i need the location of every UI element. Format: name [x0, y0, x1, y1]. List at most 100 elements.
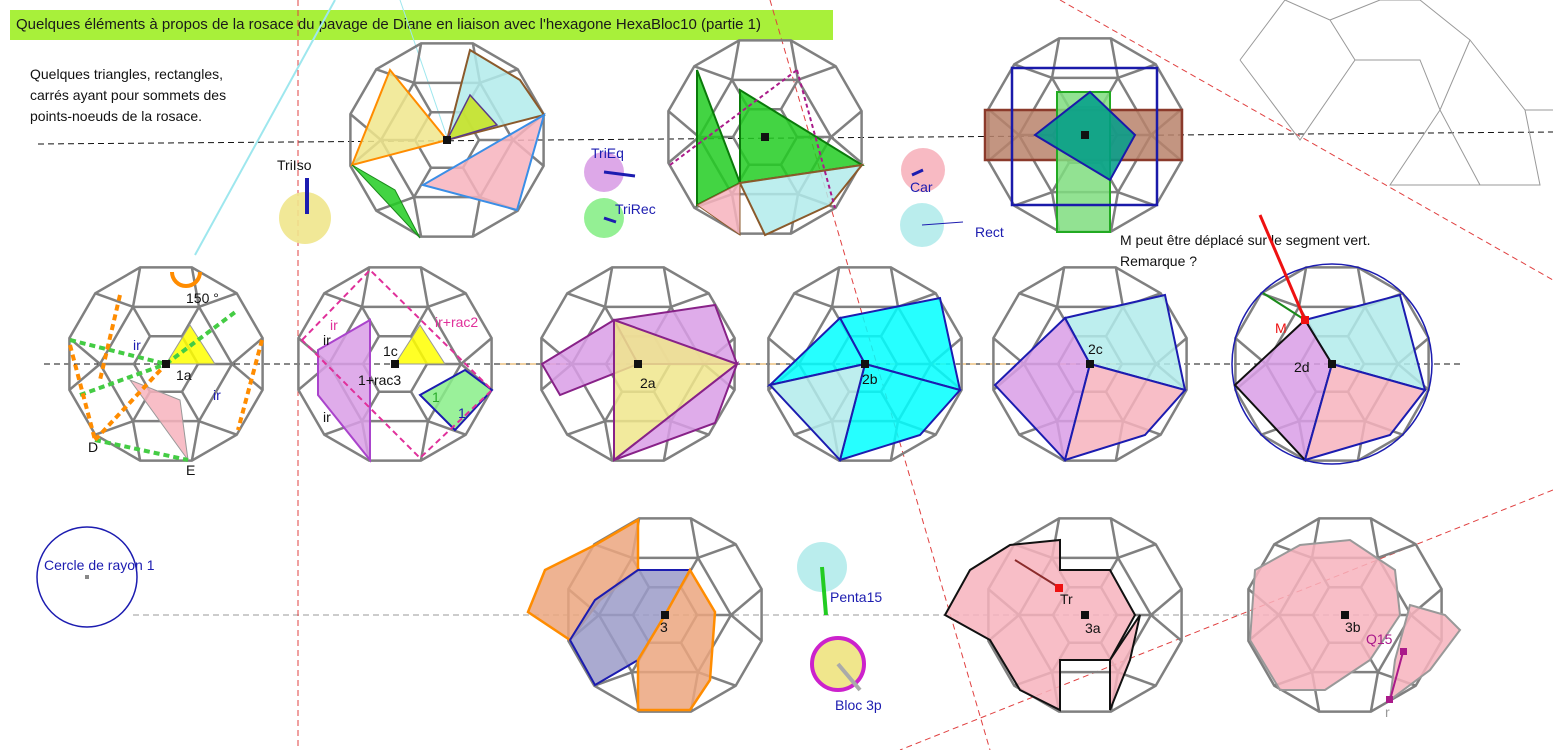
rosace-edge	[1369, 518, 1380, 559]
orange-dash	[68, 344, 97, 441]
rosace-edge	[1369, 671, 1380, 712]
point-r	[1386, 696, 1393, 703]
rosace-edge	[427, 292, 467, 309]
rosace-label-3: 3	[660, 619, 668, 635]
one-rac3-label: 1+rac3	[358, 372, 401, 388]
rosace-label-2d: 2d	[1294, 359, 1310, 375]
center-point	[1081, 611, 1089, 619]
point-q15	[1400, 648, 1407, 655]
rosace-edge	[231, 337, 264, 365]
rosace-label-2b: 2b	[862, 371, 878, 387]
pink-shape	[943, 538, 1137, 712]
pink-sliver	[1109, 614, 1141, 711]
reference-line	[37, 131, 1553, 145]
rosace-edge	[427, 419, 467, 436]
tiling-shape	[1355, 59, 1480, 186]
angle-label: 150 °	[186, 290, 219, 306]
point-m	[1301, 316, 1309, 324]
rosace-edge	[94, 292, 134, 309]
angle-arc	[170, 271, 202, 288]
point-tr-label: Tr	[1060, 591, 1073, 607]
rosace-edge	[767, 337, 800, 365]
rosace-edge	[360, 267, 371, 308]
rosace-edge	[231, 363, 264, 391]
pink-shape	[1303, 362, 1427, 462]
r-label: r	[1385, 704, 1390, 720]
rosace-edge	[1297, 267, 1308, 308]
rosace-edge	[730, 614, 763, 642]
rosace-edge	[789, 40, 800, 81]
pink-shape	[1248, 538, 1402, 691]
one-label: 1	[432, 389, 440, 405]
rosace-edge	[1109, 38, 1120, 79]
rosace-edge	[198, 419, 238, 436]
intro-line: points-noeuds de la rosace.	[30, 108, 202, 124]
rosace-edge	[131, 267, 142, 308]
rosace-spoke	[409, 306, 430, 337]
rosace-spoke	[180, 391, 201, 422]
tri-iso-control[interactable]	[279, 192, 331, 244]
rosace-edge	[419, 420, 430, 461]
bloc3p-handle	[836, 662, 862, 692]
unit-circle	[36, 526, 138, 628]
ir-label: ir	[323, 332, 331, 348]
ir-label: ir	[213, 387, 221, 403]
rosace-edge	[1356, 267, 1367, 308]
tri-eq-label: TriEq	[591, 145, 624, 161]
rosace-edge	[730, 40, 741, 81]
orange-dash	[93, 362, 168, 442]
center-point	[391, 360, 399, 368]
rosace-edge	[793, 292, 833, 309]
dashed-edge	[796, 69, 836, 209]
rosace-label-2c: 2c	[1088, 341, 1103, 357]
rosace-edge	[419, 267, 430, 308]
rosace-edge	[190, 267, 201, 308]
tiling-shape	[1329, 0, 1541, 186]
center-point	[1081, 131, 1089, 139]
rosace-edge	[1117, 190, 1157, 207]
rosace-mid1	[68, 266, 264, 462]
center-point	[1328, 360, 1336, 368]
rosace-edge	[323, 292, 363, 309]
pointer-line	[399, 0, 449, 141]
dashed-square	[300, 268, 494, 460]
green-sliver	[351, 164, 421, 239]
tri-rec-handle	[603, 216, 617, 224]
rosace-label-1a: 1a	[176, 367, 192, 383]
rosace-edge	[566, 292, 606, 309]
center-point	[861, 360, 869, 368]
bloc3p-label: Bloc 3p	[835, 697, 882, 713]
ir-label: ir	[133, 337, 141, 353]
center-point	[1086, 360, 1094, 368]
rosace-edge	[830, 267, 841, 308]
rosace-edge	[412, 196, 423, 237]
pink-triangle	[128, 378, 189, 461]
rosace-edge	[730, 588, 763, 616]
rosace-spoke	[180, 306, 201, 337]
rosace-edge	[830, 110, 863, 138]
center-point	[661, 611, 669, 619]
tiling-shape	[1239, 0, 1356, 141]
rosace-edge	[68, 363, 101, 391]
rect-shape	[420, 112, 546, 212]
one-label: 1	[458, 405, 466, 421]
remark-text: M peut être déplacé sur le segment vert.…	[1120, 230, 1371, 272]
yellow-triangle	[394, 324, 446, 365]
rosace-edge	[992, 337, 1025, 365]
title-banner	[10, 10, 833, 40]
point-tr	[1055, 584, 1063, 592]
car-handle	[911, 168, 924, 177]
rosace-edge	[1013, 63, 1053, 80]
tri-small	[445, 93, 499, 142]
rosace-edge	[689, 518, 700, 559]
green-dash	[69, 338, 167, 366]
blue-frame	[1010, 66, 1159, 207]
rosace-spoke	[409, 391, 430, 422]
center-point	[1341, 611, 1349, 619]
rosace-edge	[471, 196, 482, 237]
rosace-spoke	[412, 82, 433, 113]
salmon-shape-2	[636, 567, 717, 712]
guide-line	[899, 489, 1553, 750]
red-segment	[1258, 214, 1307, 321]
